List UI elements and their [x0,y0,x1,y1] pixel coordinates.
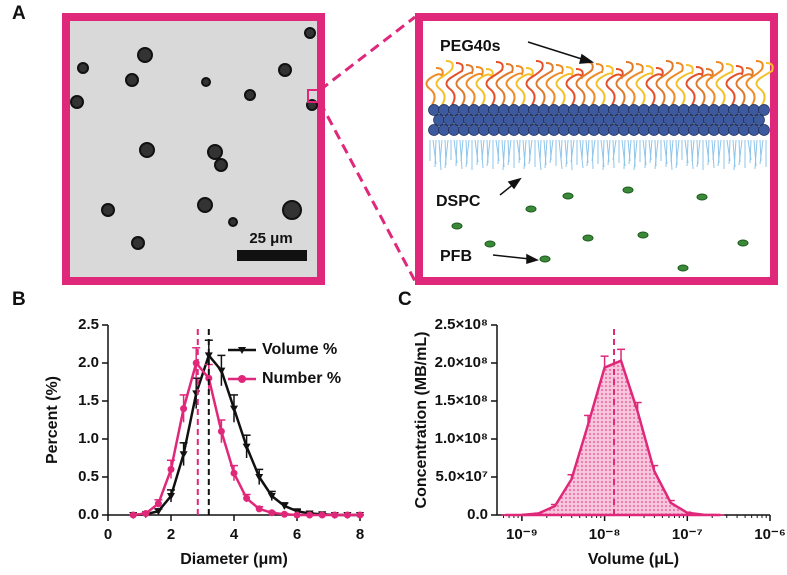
marker [154,500,162,508]
marker [243,494,251,502]
marker [293,511,301,519]
marker [280,502,289,510]
legend-marker [238,375,246,383]
y-axis-title: Concentration (MB/mL) [413,332,430,509]
marker [306,511,314,519]
y-tick-label: 0.5 [78,468,99,485]
x-tick-label: 10⁻⁷ [672,526,703,543]
marker [179,451,188,459]
y-tick-label: 0.0 [467,506,488,523]
marker [268,509,276,517]
marker [205,374,213,382]
legend-label: Volume % [262,341,337,358]
x-tick-label: 6 [293,526,301,543]
y-tick-label: 1.0 [78,430,99,447]
area [505,359,721,517]
marker [255,474,264,481]
marker [343,511,351,519]
y-tick-label: 2.0 [78,354,99,371]
schematic-label: DSPC [436,193,481,210]
marker [318,511,326,519]
marker [230,469,238,477]
marker [142,509,150,517]
scale-bar-label: 25 μm [249,230,292,247]
x-tick-label: 10⁻⁹ [506,526,538,543]
marker [230,405,238,413]
y-tick-label: 2.5×10⁸ [435,316,488,333]
charts: B 0.0 0.5 1.0 1.5 2.0 2.5 0 2 4 6 8 Diameter (μm) Per… [12,289,786,568]
y-tick-label: 1.5×10⁸ [435,392,488,409]
marker [331,511,339,519]
x-tick-label: 4 [230,526,239,543]
y-tick-label: 0.0 [78,506,99,523]
schematic-label: PEG40s [440,38,501,55]
marker [204,352,213,360]
schematic: PEG40s DSPC PFB [415,13,778,285]
marker [129,511,137,519]
x-axis-title: Volume (μL) [588,551,679,568]
panel-label: C [398,289,412,310]
x-tick-label: 0 [104,526,112,543]
marker [255,505,263,513]
x-tick-label: 10⁻⁸ [589,526,621,543]
marker [242,443,251,451]
panel-label: B [12,289,26,310]
marker [180,405,188,413]
y-tick-label: 5.0×10⁷ [436,468,489,485]
y-tick-label: 1.0×10⁸ [435,430,488,447]
y-tick-label: 2.0×10⁸ [435,354,488,371]
x-tick-label: 2 [167,526,175,543]
y-tick-label: 1.5 [78,392,99,409]
marker [167,493,175,500]
legend-label: Number % [262,370,341,387]
marker [192,390,201,398]
marker [217,367,226,375]
marker [356,511,364,519]
x-tick-label: 10⁻⁶ [754,526,786,543]
legend-marker [238,347,246,354]
marker [167,465,175,473]
y-tick-label: 2.5 [78,316,99,333]
chart: C 0.0 5.0×10⁷ 1.0×10⁸ 1.5×10⁸ 2.0×10⁸ 2.5×10⁸ 1… [398,289,786,568]
micrograph: 25 μm [62,13,325,285]
schematic-label: PFB [440,248,472,265]
x-tick-label: 8 [356,526,364,543]
marker [154,508,163,516]
marker [217,427,225,435]
panel-label: A [12,3,26,24]
y-axis-title: Percent (%) [44,376,61,464]
marker [267,493,276,500]
x-axis-title: Diameter (μm) [180,551,288,568]
marker [280,510,288,518]
chart: B 0.0 0.5 1.0 1.5 2.0 2.5 0 2 4 6 8 Diameter (μm) Per… [12,289,364,568]
